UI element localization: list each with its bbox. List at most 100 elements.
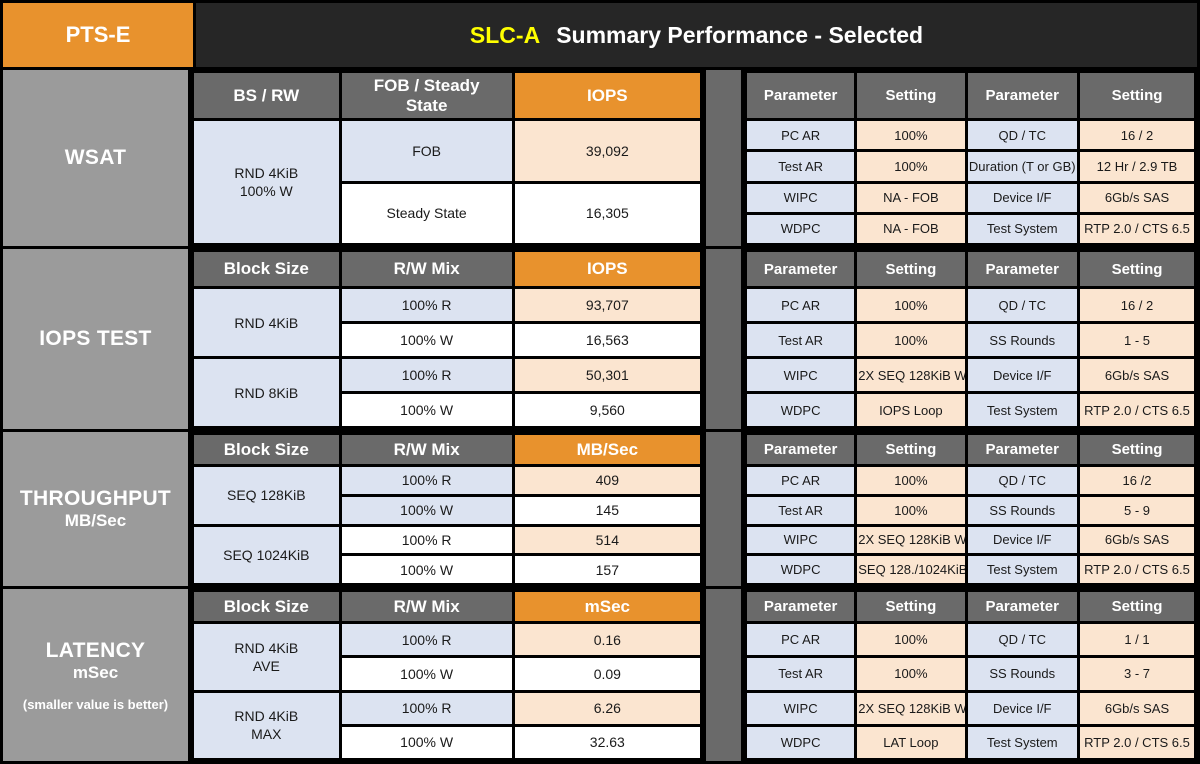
param-cell: Device I/F: [964, 356, 1080, 394]
section-sublabel: MB/Sec: [64, 511, 127, 530]
value-cell: 0.16: [511, 620, 704, 659]
setting-cell: 100%: [854, 620, 968, 659]
setting-cell: NA - FOB: [854, 180, 968, 215]
param-cell: Test AR: [743, 493, 858, 527]
param-header: Parameter: [964, 432, 1080, 467]
param-cell: PC AR: [743, 117, 858, 153]
col-header-msec: mSec: [511, 589, 704, 624]
param-cell: PC AR: [743, 464, 858, 497]
param-header: Parameter: [743, 432, 858, 467]
section-wsat: WSAT BS / RW FOB / Steady State IOPS RND…: [3, 70, 1197, 247]
section-label: WSAT: [64, 146, 127, 169]
setting-header: Setting: [1077, 432, 1197, 467]
setting-header: Setting: [1077, 70, 1197, 121]
param-cell: WDPC: [743, 211, 858, 247]
param-cell: Test System: [964, 723, 1080, 762]
setting-cell: 100%: [854, 286, 968, 324]
col-header-rw-mix: R/W Mix: [338, 249, 515, 289]
setting-cell: 3 - 7: [1077, 655, 1197, 693]
block-size-cell: SEQ 128KiB: [191, 464, 342, 527]
pts-e-badge: PTS-E: [3, 3, 193, 67]
section-note: (smaller value is better): [22, 696, 169, 712]
param-header: Parameter: [743, 249, 858, 289]
throughput-params-table: Parameter Setting Parameter Setting PC A…: [743, 432, 1197, 586]
setting-cell: 2X SEQ 128KiB W: [854, 689, 968, 727]
mix-cell: FOB: [338, 118, 515, 184]
setting-cell: RTP 2.0 / CTS 6.5: [1077, 391, 1197, 429]
param-header: Parameter: [743, 70, 858, 121]
mix-cell: 100% R: [338, 620, 515, 659]
iops-side-label: IOPS TEST: [3, 249, 188, 429]
param-cell: WIPC: [743, 180, 858, 215]
latency-results-table: Block Size R/W Mix mSec RND 4KiB AVE 100…: [191, 589, 704, 762]
setting-cell: 100%: [854, 464, 968, 497]
value-cell: 50,301: [511, 356, 704, 394]
param-cell: SS Rounds: [964, 493, 1080, 527]
throughput-results-table: Block Size R/W Mix MB/Sec SEQ 128KiB 100…: [191, 432, 704, 586]
mix-cell: 100% W: [338, 391, 515, 429]
setting-header: Setting: [854, 249, 968, 289]
param-cell: Device I/F: [964, 180, 1080, 215]
wsat-params-table: Parameter Setting Parameter Setting PC A…: [743, 70, 1197, 247]
setting-cell: 6Gb/s SAS: [1077, 356, 1197, 394]
section-latency: LATENCY mSec (smaller value is better) B…: [3, 589, 1197, 762]
throughput-side-label: THROUGHPUT MB/Sec: [3, 432, 188, 586]
setting-cell: 100%: [854, 149, 968, 184]
iops-params-table: Parameter Setting Parameter Setting PC A…: [743, 249, 1197, 429]
device-name: SLC-A: [469, 21, 541, 48]
setting-cell: RTP 2.0 / CTS 6.5: [1077, 211, 1197, 247]
mix-cell: 100% R: [338, 523, 515, 557]
setting-cell: 2X SEQ 128KiB W: [854, 523, 968, 557]
param-cell: Test System: [964, 391, 1080, 429]
setting-cell: RTP 2.0 / CTS 6.5: [1077, 723, 1197, 762]
setting-cell: 16 / 2: [1077, 286, 1197, 324]
section-iops-test: IOPS TEST Block Size R/W Mix IOPS RND 4K…: [3, 249, 1197, 429]
section-throughput: THROUGHPUT MB/Sec Block Size R/W Mix MB/…: [3, 432, 1197, 586]
divider-strip: [706, 589, 741, 761]
col-header-iops: IOPS: [511, 249, 704, 289]
setting-cell: SEQ 128./1024KiB: [854, 553, 968, 586]
value-cell: 0.09: [511, 655, 704, 693]
value-cell: 514: [511, 523, 704, 557]
col-header-block-size: Block Size: [191, 589, 342, 624]
value-cell: 145: [511, 493, 704, 527]
setting-cell: 6Gb/s SAS: [1077, 180, 1197, 215]
param-cell: Test System: [964, 211, 1080, 247]
section-label: THROUGHPUT: [19, 487, 172, 510]
block-size-cell: RND 4KiB MAX: [191, 689, 342, 761]
title-text: Summary Performance - Selected: [556, 21, 924, 48]
wsat-results-table: BS / RW FOB / Steady State IOPS RND 4KiB…: [191, 70, 704, 246]
wsat-side-label: WSAT: [3, 70, 188, 246]
param-cell: Device I/F: [964, 523, 1080, 557]
setting-cell: 2X SEQ 128KiB W: [854, 356, 968, 394]
param-cell: Test System: [964, 553, 1080, 586]
value-cell: 409: [511, 464, 704, 497]
latency-side-label: LATENCY mSec (smaller value is better): [3, 589, 188, 761]
col-header-iops: IOPS: [511, 70, 704, 121]
setting-cell: 100%: [854, 321, 968, 359]
mix-cell: Steady State: [338, 180, 515, 246]
setting-header: Setting: [854, 432, 968, 467]
param-cell: PC AR: [743, 286, 858, 324]
mix-cell: 100% W: [338, 493, 515, 527]
col-header-mbsec: MB/Sec: [511, 432, 704, 467]
mix-cell: 100% W: [338, 553, 515, 586]
param-cell: PC AR: [743, 620, 858, 659]
value-cell: 32.63: [511, 723, 704, 762]
param-header: Parameter: [964, 249, 1080, 289]
section-label: IOPS TEST: [39, 327, 152, 350]
value-cell: 6.26: [511, 689, 704, 727]
col-header-rw-mix: R/W Mix: [338, 432, 515, 467]
param-header: Parameter: [964, 70, 1080, 121]
page-title: SLC-A Summary Performance - Selected: [196, 3, 1197, 67]
mix-cell: 100% R: [338, 356, 515, 394]
setting-cell: IOPS Loop: [854, 391, 968, 429]
col-header-fob-steady: FOB / Steady State: [338, 70, 515, 121]
param-cell: Test AR: [743, 149, 858, 184]
setting-header: Setting: [1077, 589, 1197, 624]
param-cell: QD / TC: [964, 286, 1080, 324]
value-cell: 9,560: [511, 391, 704, 429]
divider-strip: [706, 70, 741, 246]
param-cell: WDPC: [743, 391, 858, 429]
setting-cell: 12 Hr / 2.9 TB: [1077, 149, 1197, 184]
